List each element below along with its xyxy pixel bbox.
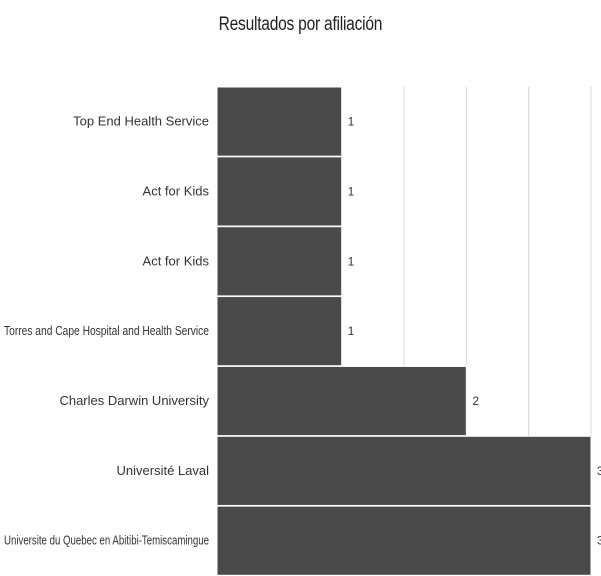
data-label: 1 <box>348 324 355 338</box>
bar <box>216 365 467 437</box>
bar <box>216 296 343 367</box>
category-label: Act for Kids <box>143 183 210 198</box>
bar <box>216 226 343 297</box>
category-label: Charles Darwin University <box>59 393 209 408</box>
data-label: 2 <box>472 394 479 408</box>
category-label: Torres and Cape Hospital and Health Serv… <box>4 323 209 338</box>
data-label: 1 <box>348 184 355 198</box>
bar <box>216 435 592 506</box>
bar <box>216 505 592 576</box>
category-label: Top End Health Service <box>73 114 209 129</box>
data-label: 3 <box>597 534 601 548</box>
data-label: 1 <box>348 115 355 129</box>
category-label: Université Laval <box>117 463 210 478</box>
data-label: 1 <box>348 254 355 268</box>
category-label: Act for Kids <box>143 253 210 268</box>
category-labels: Top End Health Service Act for Kids Act fo… <box>4 114 209 548</box>
chart-title: Resultados por afiliación <box>218 14 383 35</box>
data-label: 3 <box>597 464 601 478</box>
bar <box>216 86 343 157</box>
bar <box>216 156 343 227</box>
data-labels: 1 1 1 1 2 3 3 <box>348 115 601 548</box>
bars <box>216 86 592 576</box>
category-label: Universite du Quebec en Abitibi-Temiscam… <box>4 533 209 548</box>
